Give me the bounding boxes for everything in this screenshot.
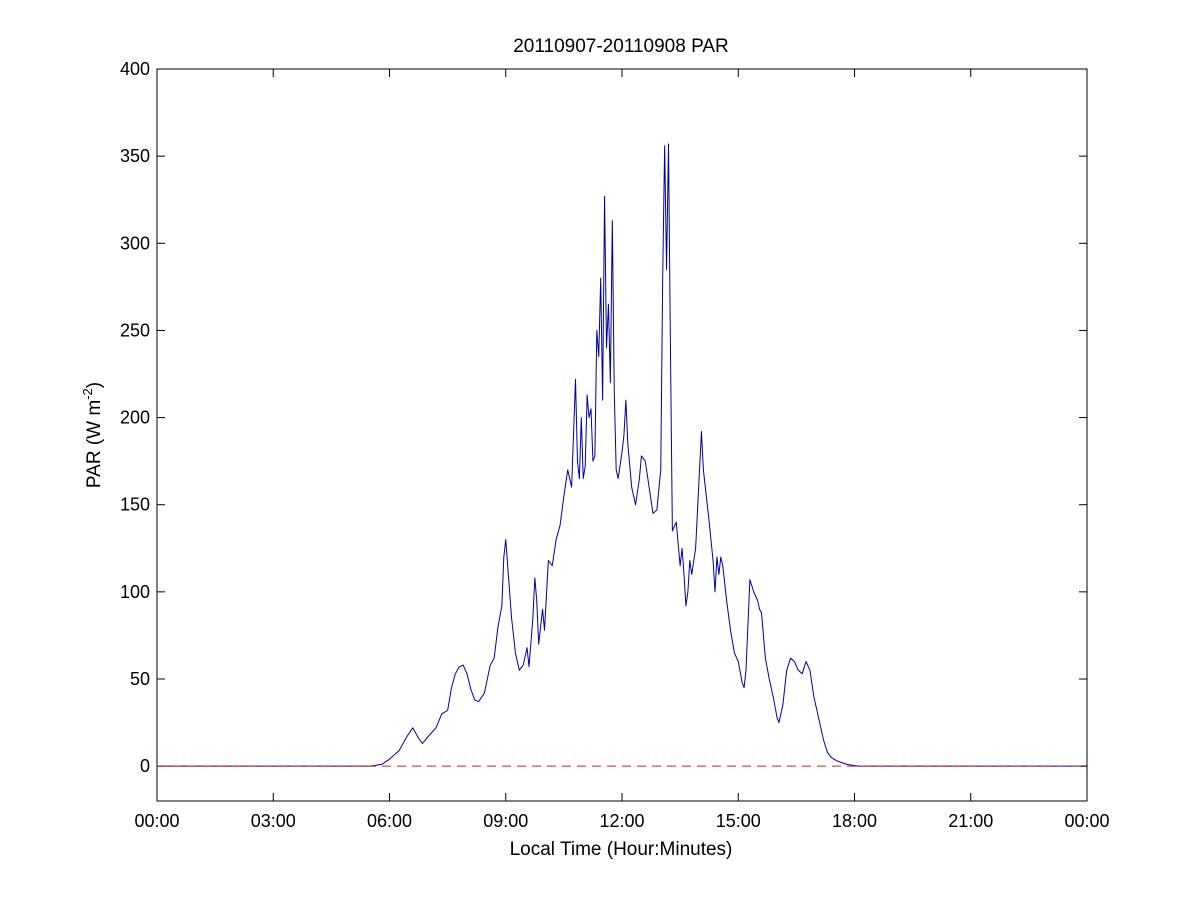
y-tick-label: 250 xyxy=(120,320,150,340)
x-axis-label: Local Time (Hour:Minutes) xyxy=(510,839,733,860)
y-tick-label: 100 xyxy=(120,582,150,602)
series-layer xyxy=(157,143,1087,767)
y-axis-label-close: ) xyxy=(84,382,105,388)
y-tick-label: 200 xyxy=(120,408,150,428)
y-tick-label: 150 xyxy=(120,495,150,515)
x-tick-label: 12:00 xyxy=(599,811,644,831)
x-tick-label: 06:00 xyxy=(367,811,412,831)
chart-title: 20110907-20110908 PAR xyxy=(513,36,729,57)
y-tick-label: 350 xyxy=(120,146,150,166)
y-tick-label: 50 xyxy=(130,669,150,689)
y-tick-label: 400 xyxy=(120,59,150,79)
y-tick-label: 300 xyxy=(120,233,150,253)
x-tick-label: 00:00 xyxy=(1064,811,1109,831)
y-axis-label-main: PAR (W m xyxy=(84,400,105,488)
axis-ticks: 00:00 03:00 06:00 09:00 12:00 15:00 18:00 21:00… xyxy=(120,59,1110,831)
y-axis-label: PAR (W m-2) xyxy=(80,382,105,488)
y-axis-label-superscript: -2 xyxy=(80,388,95,400)
x-tick-label: 00:00 xyxy=(134,811,179,831)
x-tick-label: 18:00 xyxy=(832,811,877,831)
x-tick-label: 03:00 xyxy=(251,811,296,831)
par-series-line xyxy=(157,143,1087,767)
x-tick-label: 15:00 xyxy=(716,811,761,831)
x-tick-label: 09:00 xyxy=(483,811,528,831)
y-tick-label: 0 xyxy=(140,756,150,776)
x-tick-label: 21:00 xyxy=(948,811,993,831)
